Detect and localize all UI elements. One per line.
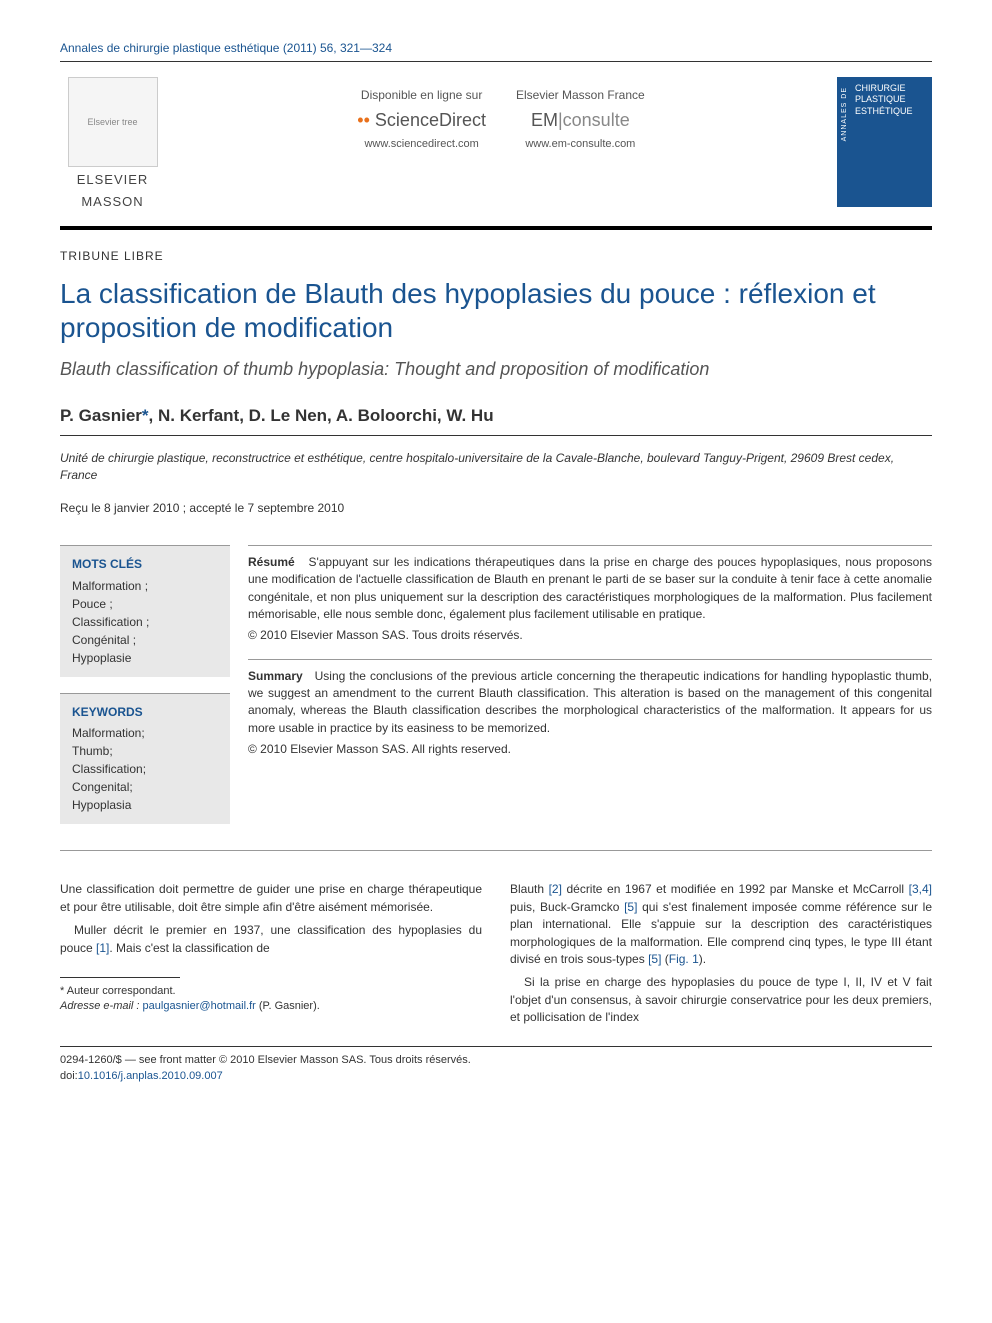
resume-copyright: © 2010 Elsevier Masson SAS. Tous droits … <box>248 627 932 644</box>
p3a: Blauth <box>510 882 549 896</box>
summary-copyright: © 2010 Elsevier Masson SAS. All rights r… <box>248 741 932 758</box>
elsevier-tree-icon: Elsevier tree <box>68 77 158 167</box>
para-2: Muller décrit le premier en 1937, une cl… <box>60 922 482 957</box>
footnote-corr: * Auteur correspondant. <box>60 984 482 999</box>
sd-label: Disponible en ligne sur <box>357 87 486 104</box>
em-label: Elsevier Masson France <box>516 87 645 104</box>
keyword-column: MOTS CLÉS Malformation ; Pouce ; Classif… <box>60 545 230 841</box>
resume-body: S'appuyant sur les indications thérapeut… <box>248 555 932 621</box>
para-4: Si la prise en charge des hypoplasies du… <box>510 974 932 1026</box>
fig-1[interactable]: Fig. 1 <box>669 952 699 966</box>
email-link[interactable]: paulgasnier@hotmail.fr <box>143 1000 256 1012</box>
footer-info: 0294-1260/$ — see front matter © 2010 El… <box>60 1053 932 1084</box>
kw-fr-0: Malformation ; <box>72 577 218 595</box>
journal-cover: ANNALES DE CHIRURGIE PLASTIQUE ESTHÉTIQU… <box>837 77 932 207</box>
resume-title: Résumé <box>248 555 295 569</box>
footer-line1: 0294-1260/$ — see front matter © 2010 El… <box>60 1053 932 1068</box>
keywords-fr-box: MOTS CLÉS Malformation ; Pouce ; Classif… <box>60 545 230 677</box>
article-dates: Reçu le 8 janvier 2010 ; accepté le 7 se… <box>60 500 932 517</box>
sd-prefix: Science <box>375 110 439 130</box>
ref-2[interactable]: [2] <box>549 882 562 896</box>
body-col-left: Une classification doit permettre de gui… <box>60 881 482 1032</box>
summary-block: Summary Using the conclusions of the pre… <box>248 659 932 759</box>
elsevier-logo: Elsevier tree ELSEVIER MASSON <box>60 77 165 211</box>
em-suffix: consulte <box>563 110 630 130</box>
p3c: puis, Buck-Gramcko <box>510 900 624 914</box>
keywords-en-box: KEYWORDS Malformation; Thumb; Classifica… <box>60 693 230 825</box>
kw-en-1: Thumb; <box>72 742 218 760</box>
ref-5b[interactable]: [5] <box>648 952 661 966</box>
cover-line3: ESTHÉTIQUE <box>855 106 926 118</box>
cover-main-text: CHIRURGIE PLASTIQUE ESTHÉTIQUE <box>855 83 926 118</box>
kw-en-0: Malformation; <box>72 724 218 742</box>
cover-line1: CHIRURGIE <box>855 83 926 95</box>
keywords-fr-title: MOTS CLÉS <box>72 556 218 573</box>
doi-label: doi: <box>60 1070 78 1082</box>
body-col-right: Blauth [2] décrite en 1967 et modifiée e… <box>510 881 932 1032</box>
body-columns: Une classification doit permettre de gui… <box>60 881 932 1032</box>
ref-34[interactable]: [3,4] <box>909 882 932 896</box>
authors: P. Gasnier*, N. Kerfant, D. Le Nen, A. B… <box>60 404 932 428</box>
publisher-name-2: MASSON <box>81 193 143 211</box>
kw-fr-4: Hypoplasie <box>72 649 218 667</box>
article-title-fr: La classification de Blauth des hypoplas… <box>60 277 932 344</box>
corresponding-star: * <box>142 406 149 425</box>
kw-en-2: Classification; <box>72 760 218 778</box>
sd-url[interactable]: www.sciencedirect.com <box>357 137 486 152</box>
other-authors: , N. Kerfant, D. Le Nen, A. Boloorchi, W… <box>149 406 494 425</box>
section-label: TRIBUNE LIBRE <box>60 248 932 265</box>
abstract-area: MOTS CLÉS Malformation ; Pouce ; Classif… <box>60 545 932 841</box>
kw-en-3: Congenital; <box>72 778 218 796</box>
first-author: P. Gasnier <box>60 406 142 425</box>
sd-suffix: Direct <box>439 110 486 130</box>
p3f: ). <box>699 952 706 966</box>
ref-5a[interactable]: [5] <box>624 900 637 914</box>
footer-rule <box>60 1046 932 1047</box>
p3b: décrite en 1967 et modifiée en 1992 par … <box>562 882 909 896</box>
kw-fr-3: Congénital ; <box>72 631 218 649</box>
para-1: Une classification doit permettre de gui… <box>60 881 482 916</box>
kw-en-4: Hypoplasia <box>72 796 218 814</box>
ref-1[interactable]: [1] <box>96 941 109 955</box>
sciencedirect-logo: •• ScienceDirect <box>357 108 486 133</box>
p2b: . Mais c'est la classification de <box>109 941 269 955</box>
emconsulte-box[interactable]: Elsevier Masson France EM|consulte www.e… <box>516 87 645 152</box>
footnote-email: Adresse e-mail : paulgasnier@hotmail.fr … <box>60 999 482 1014</box>
cover-side-text: ANNALES DE <box>840 87 850 141</box>
footer-doi: doi:10.1016/j.anplas.2010.09.007 <box>60 1069 932 1084</box>
journal-reference: Annales de chirurgie plastique esthétiqu… <box>60 40 932 57</box>
em-prefix: EM <box>531 110 558 130</box>
center-links: Disponible en ligne sur •• ScienceDirect… <box>185 77 817 152</box>
resume-block: Résumé S'appuyant sur les indications th… <box>248 545 932 645</box>
summary-title: Summary <box>248 669 303 683</box>
black-rule <box>60 226 932 230</box>
affiliation: Unité de chirurgie plastique, reconstruc… <box>60 450 932 484</box>
kw-fr-1: Pouce ; <box>72 595 218 613</box>
cover-line2: PLASTIQUE <box>855 94 926 106</box>
sciencedirect-box[interactable]: Disponible en ligne sur •• ScienceDirect… <box>357 87 486 152</box>
email-label: Adresse e-mail : <box>60 1000 143 1012</box>
header-row: Elsevier tree ELSEVIER MASSON Disponible… <box>60 77 932 211</box>
kw-fr-2: Classification ; <box>72 613 218 631</box>
author-rule <box>60 435 932 436</box>
summary-body: Using the conclusions of the previous ar… <box>248 669 932 735</box>
keywords-en-title: KEYWORDS <box>72 704 218 721</box>
em-url[interactable]: www.em-consulte.com <box>516 137 645 152</box>
article-title-en: Blauth classification of thumb hypoplasi… <box>60 358 932 381</box>
top-rule <box>60 61 932 62</box>
email-suffix: (P. Gasnier). <box>256 1000 320 1012</box>
p3e: ( <box>661 952 668 966</box>
emconsulte-logo: EM|consulte <box>516 108 645 133</box>
publisher-name-1: ELSEVIER <box>77 171 149 189</box>
para-3: Blauth [2] décrite en 1967 et modifiée e… <box>510 881 932 968</box>
doi-link[interactable]: 10.1016/j.anplas.2010.09.007 <box>78 1070 223 1082</box>
footnote-rule <box>60 977 180 978</box>
abstract-column: Résumé S'appuyant sur les indications th… <box>248 545 932 841</box>
abstract-bottom-rule <box>60 850 932 851</box>
